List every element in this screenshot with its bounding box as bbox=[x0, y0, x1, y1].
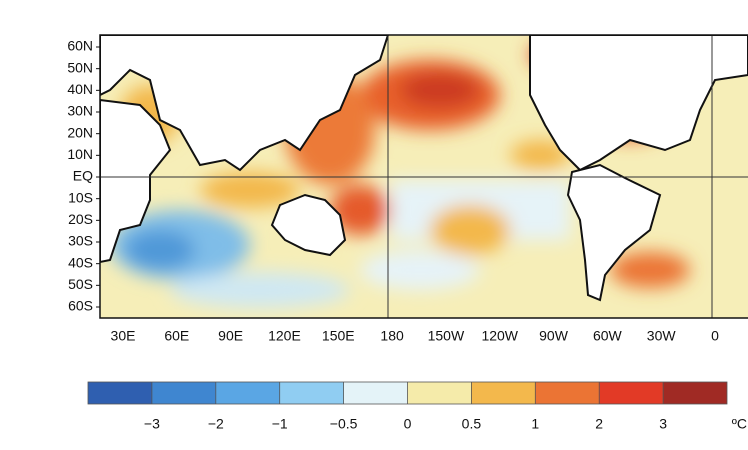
lat-label: 20S bbox=[68, 211, 93, 227]
lat-label: 60S bbox=[68, 298, 93, 314]
colorbar-bin bbox=[471, 382, 536, 404]
lat-label: 20N bbox=[67, 124, 93, 140]
lon-label: 150W bbox=[428, 328, 465, 344]
lon-label: 120W bbox=[481, 328, 518, 344]
colorbar-bin bbox=[215, 382, 280, 404]
colorbar-bin bbox=[151, 382, 216, 404]
colorbar-bin bbox=[343, 382, 408, 404]
australia bbox=[270, 193, 347, 257]
lon-label: 180 bbox=[380, 328, 404, 344]
lat-label: 40N bbox=[67, 81, 93, 97]
lon-label: 90E bbox=[218, 328, 243, 344]
colorbar-tick-label: 1 bbox=[531, 416, 539, 432]
lat-label: 60N bbox=[67, 38, 93, 54]
lon-label: 120E bbox=[268, 328, 301, 344]
lon-label: 90W bbox=[539, 328, 569, 344]
colorbar-bin bbox=[407, 382, 472, 404]
lon-label: 60W bbox=[593, 328, 623, 344]
colorbar-tick-label: 0.5 bbox=[462, 416, 482, 432]
colorbar-tick-label: −3 bbox=[144, 416, 160, 432]
lon-label: 0 bbox=[711, 328, 719, 344]
africa bbox=[100, 98, 172, 264]
colorbar: −3 −2 −1 −0.5 0 0.5 1 2 3 ºC bbox=[87, 381, 747, 432]
colorbar-bin bbox=[88, 382, 152, 404]
south-america bbox=[566, 163, 662, 302]
lon-label: 30E bbox=[111, 328, 136, 344]
colorbar-tick-label: 0 bbox=[404, 416, 412, 432]
colorbar-unit: ºC bbox=[732, 416, 747, 432]
lon-label: 150E bbox=[322, 328, 355, 344]
lat-label: 50N bbox=[67, 59, 93, 75]
colorbar-tick-label: −2 bbox=[208, 416, 224, 432]
lat-label: EQ bbox=[73, 168, 93, 184]
colorbar-tick-label: −1 bbox=[272, 416, 288, 432]
colorbar-bin bbox=[663, 382, 727, 404]
colorbar-bin bbox=[599, 382, 664, 404]
lat-label: 40S bbox=[68, 254, 93, 270]
lon-label: 60E bbox=[164, 328, 189, 344]
colorbar-tick-label: 3 bbox=[659, 416, 667, 432]
colorbar-bin bbox=[279, 382, 344, 404]
lat-label: 10N bbox=[67, 146, 93, 162]
lat-label: 30S bbox=[68, 233, 93, 249]
eurasia bbox=[100, 35, 390, 172]
map bbox=[100, 35, 748, 318]
colorbar-tick-label: −0.5 bbox=[330, 416, 358, 432]
colorbar-bin bbox=[535, 382, 600, 404]
north-america bbox=[529, 35, 748, 172]
lat-label: 50S bbox=[68, 276, 93, 292]
continents bbox=[100, 35, 748, 302]
axis-labels: 60N 50N 40N 30N 20N 10N EQ 10S 20S 30S 40S 50S 60S 30… bbox=[67, 38, 719, 344]
colorbar-tick-label: 2 bbox=[595, 416, 603, 432]
lat-label: 30N bbox=[67, 103, 93, 119]
lat-label: 10S bbox=[68, 189, 93, 205]
lon-label: 30W bbox=[647, 328, 677, 344]
